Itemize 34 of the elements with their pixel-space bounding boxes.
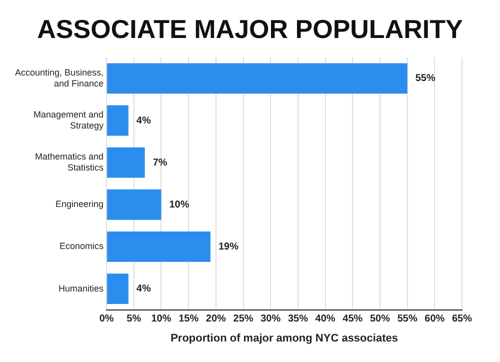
bar — [107, 274, 128, 304]
bar — [107, 105, 128, 136]
x-tick-label: 15% — [178, 314, 199, 325]
x-tick-label: 5% — [126, 314, 142, 325]
x-tick-label: 50% — [370, 314, 390, 325]
y-tick-label: Engineering — [56, 199, 104, 210]
x-tick-label: 65% — [452, 314, 472, 325]
x-tick-label: 0% — [99, 314, 114, 325]
bar — [107, 63, 408, 94]
data-label: 4% — [136, 284, 151, 295]
x-tick-label: 40% — [315, 314, 336, 325]
bar — [107, 147, 145, 178]
y-tick-label: Economics — [60, 241, 104, 252]
x-tick-label: 45% — [342, 314, 363, 325]
data-label: 55% — [415, 73, 436, 84]
x-tick-label: 20% — [206, 314, 226, 325]
bar — [107, 232, 210, 262]
x-tick-label: 10% — [151, 314, 172, 325]
y-tick-label: Accounting, Business, and Finance — [14, 68, 104, 88]
x-tick-label: 25% — [233, 314, 254, 325]
bar — [107, 189, 162, 220]
y-tick-label: Management and Strategy — [33, 110, 104, 130]
x-tick-label: 55% — [397, 314, 418, 325]
x-tick-label: 35% — [288, 314, 308, 325]
data-label: 10% — [169, 199, 190, 210]
data-label: 7% — [152, 157, 168, 168]
x-tick-label: 60% — [424, 314, 445, 325]
data-label: 19% — [218, 241, 239, 252]
x-axis-title: Proportion of major among NYC associates — [170, 332, 398, 344]
y-tick-label: Humanities — [58, 283, 104, 294]
x-tick-label: 30% — [260, 314, 281, 325]
data-label: 4% — [136, 115, 151, 126]
chart-title: ASSOCIATE MAJOR POPULARITY — [36, 13, 464, 46]
y-tick-label: Mathematics and Statistics — [35, 152, 104, 172]
